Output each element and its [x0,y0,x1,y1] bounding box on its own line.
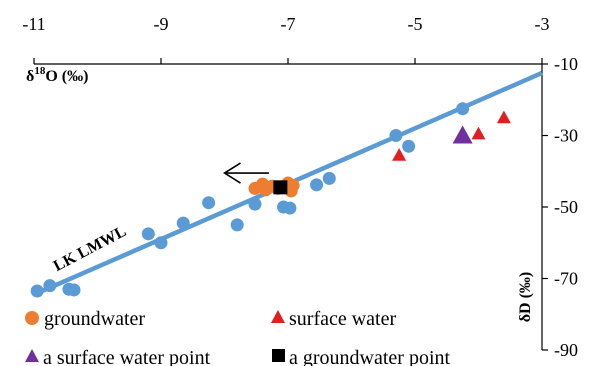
x-axis-title: δ18O (‰) [26,65,88,85]
x-tick-label: -7 [281,14,296,34]
lmwl-points-point [154,236,168,250]
surface-water-point [496,110,511,124]
y-axis-title: δD (‰) [517,272,534,323]
y-tick-label: -90 [554,340,578,360]
lmwl-points-point [322,171,336,185]
lmwl-points-point [456,102,470,116]
x-axis-title-rest: O (‰) [45,68,88,85]
groundwater-point-point [273,180,288,195]
legend-groundwater-label: groundwater [44,308,145,330]
x-tick-label: -9 [154,14,169,34]
legend-surface-water-point-marker [25,349,39,362]
y-tick-label: -30 [554,126,578,146]
y-ticks: -10 -30 -50 -70 -90 [542,54,578,360]
x-tick-label: -11 [22,14,45,34]
series-lmwl-points [30,102,470,298]
data-points [30,102,511,298]
y-tick-label: -70 [554,269,578,289]
series-surface-water-point [452,125,473,144]
lmwl-points-point [310,178,324,192]
arrow-head [222,162,241,184]
surface-water-point-point [452,125,473,144]
lmwl-points-point [67,283,81,297]
direction-arrow [222,162,269,184]
series-groundwater-point [273,180,288,195]
lmwl-points-point [402,139,416,153]
x-tick-label: -3 [535,14,550,34]
legend-surface-water-point-label: a surface water point [43,347,211,366]
lmwl-points-point [30,284,44,298]
legend-groundwater-marker [25,311,39,325]
x-tick-label: -5 [408,14,423,34]
lmwl-points-point [176,216,190,230]
lmwl-points-point [283,201,297,215]
legend: groundwater surface water a surface wate… [25,308,451,366]
x-axis-title-base: δ [26,68,34,85]
y-tick-label: -10 [554,54,578,74]
lmwl-points-point [43,279,57,293]
groundwater-point [284,184,298,198]
lmwl-points-point [202,196,216,210]
legend-surface-water-label: surface water [289,308,396,330]
lmwl-points-point [230,218,244,232]
y-tick-label: -50 [554,197,578,217]
x-axis-title-superscript: 18 [34,65,46,77]
legend-groundwater-point-label: a groundwater point [289,347,451,366]
lmwl-points-point [141,227,155,241]
legend-groundwater-point-marker [272,349,285,362]
legend-surface-water-marker [271,310,285,323]
surface-water-point [392,148,407,161]
lmwl-label: LK LMWL [51,223,129,275]
series-surface-water [392,110,511,161]
lmwl-points-point [389,129,403,142]
surface-water-point [471,126,486,140]
x-ticks: -11 -9 -7 -5 -3 [22,14,550,64]
lmwl-points-point [248,197,262,211]
